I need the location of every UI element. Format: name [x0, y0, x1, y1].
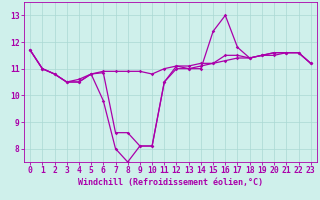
X-axis label: Windchill (Refroidissement éolien,°C): Windchill (Refroidissement éolien,°C)	[78, 178, 263, 187]
